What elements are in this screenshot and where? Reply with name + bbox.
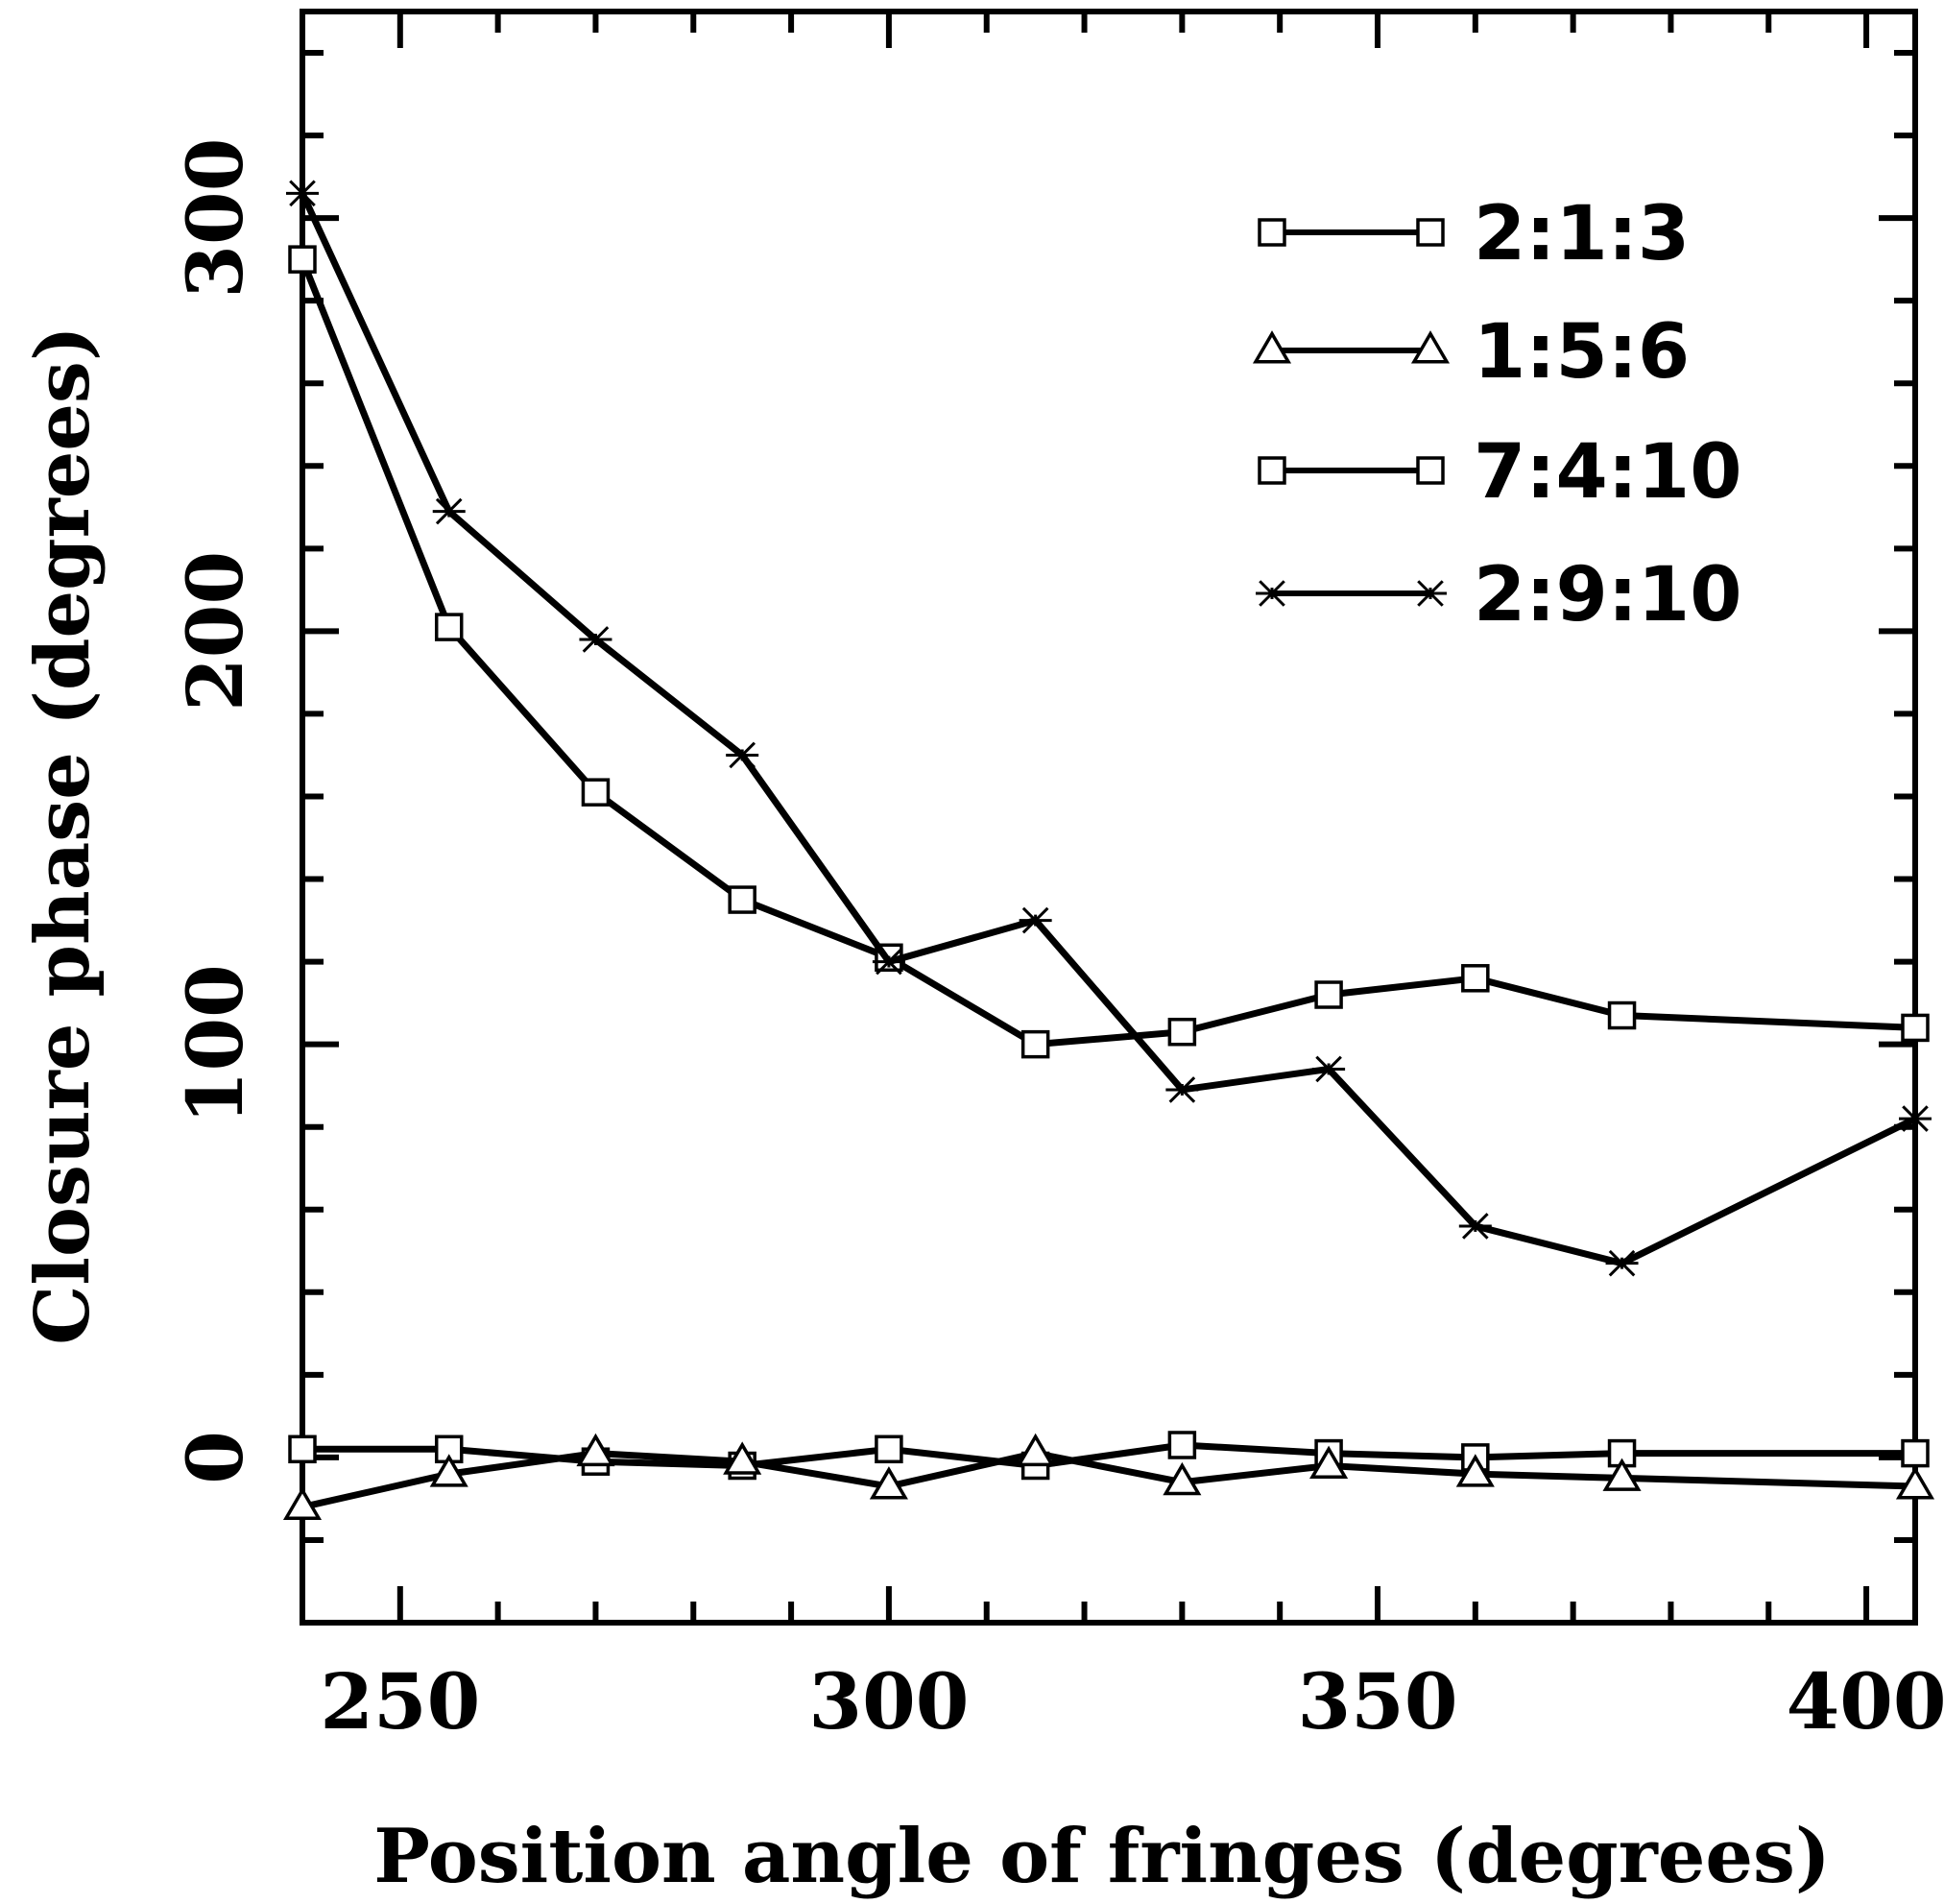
data-point [579, 626, 612, 653]
data-point [434, 613, 464, 641]
legend-item: 2:1:3 [1258, 191, 1690, 277]
data-point [576, 1433, 615, 1467]
legend-label: 2:9:10 [1474, 552, 1741, 639]
series-3 [286, 180, 1932, 1277]
legend-item: 7:4:10 [1258, 429, 1741, 516]
data-point [1309, 1445, 1349, 1480]
data-point [1019, 906, 1052, 934]
data-point [286, 180, 319, 207]
data-point [1163, 1461, 1202, 1496]
data-point [1895, 1466, 1935, 1500]
data-point [1020, 1029, 1050, 1059]
data-point [1901, 1013, 1930, 1043]
legend-marker [1252, 330, 1292, 364]
data-point [1607, 1000, 1637, 1030]
data-point [872, 948, 905, 976]
series-0 [288, 1431, 1930, 1481]
data-point [1901, 1438, 1930, 1468]
data-point [1167, 1017, 1197, 1047]
plot-frame [300, 9, 1918, 1626]
legend-marker [1258, 456, 1286, 485]
legend-marker [1410, 330, 1451, 364]
data-point [1314, 980, 1343, 1009]
data-point [1312, 1055, 1346, 1083]
y-tick-label: 100 [170, 964, 260, 1124]
legend-label: 1:5:6 [1474, 309, 1690, 396]
legend-marker [1258, 218, 1286, 247]
data-point [1458, 1213, 1492, 1240]
series-2 [288, 245, 1930, 1059]
legend-label: 7:4:10 [1474, 429, 1741, 516]
data-point [288, 245, 317, 274]
data-point [288, 1434, 317, 1464]
series-1 [282, 1433, 1935, 1521]
x-tick-label: 400 [1787, 1656, 1944, 1747]
data-point [1016, 1433, 1055, 1467]
y-tick-label: 0 [170, 1431, 260, 1484]
data-point [869, 1466, 908, 1500]
data-point [282, 1486, 323, 1521]
data-point [1605, 1249, 1639, 1277]
x-tick-label: 350 [1298, 1656, 1458, 1747]
y-tick-label: 300 [170, 138, 260, 299]
legend-label: 2:1:3 [1474, 191, 1690, 277]
series-layer [282, 180, 1935, 1521]
data-point [1455, 1454, 1495, 1487]
legend-marker [1416, 456, 1445, 485]
data-point [581, 778, 611, 807]
x-axis-title: Position angle of fringes (degrees) [373, 1813, 1831, 1900]
data-point [432, 497, 466, 525]
legend-marker [1416, 218, 1445, 247]
data-point [728, 885, 756, 914]
legend-item: 2:9:10 [1256, 552, 1741, 639]
series-line [301, 1450, 1916, 1510]
data-point [1167, 1431, 1197, 1459]
data-point [434, 1434, 464, 1464]
data-point [1602, 1458, 1642, 1491]
data-point [726, 741, 759, 769]
legend: 2:1:3 1:5:6 7:4:10 2:9:10 [1252, 191, 1741, 639]
plot-frame-layer: 250 300 350 400 0 100 200 300 [170, 9, 1944, 1747]
legend-marker [1256, 580, 1288, 607]
legend-item: 1:5:6 [1252, 309, 1690, 396]
data-point [723, 1441, 762, 1475]
y-tick-label: 200 [170, 551, 260, 711]
x-tick-label: 300 [808, 1656, 969, 1747]
data-point [875, 1434, 903, 1464]
y-axis-title: Closure phase (degrees) [19, 325, 107, 1345]
data-point [1165, 1076, 1199, 1103]
legend-marker [1414, 580, 1447, 607]
data-point [1461, 964, 1490, 993]
data-point [429, 1454, 468, 1487]
x-tick-label: 250 [320, 1656, 480, 1747]
data-point [1899, 1105, 1932, 1132]
